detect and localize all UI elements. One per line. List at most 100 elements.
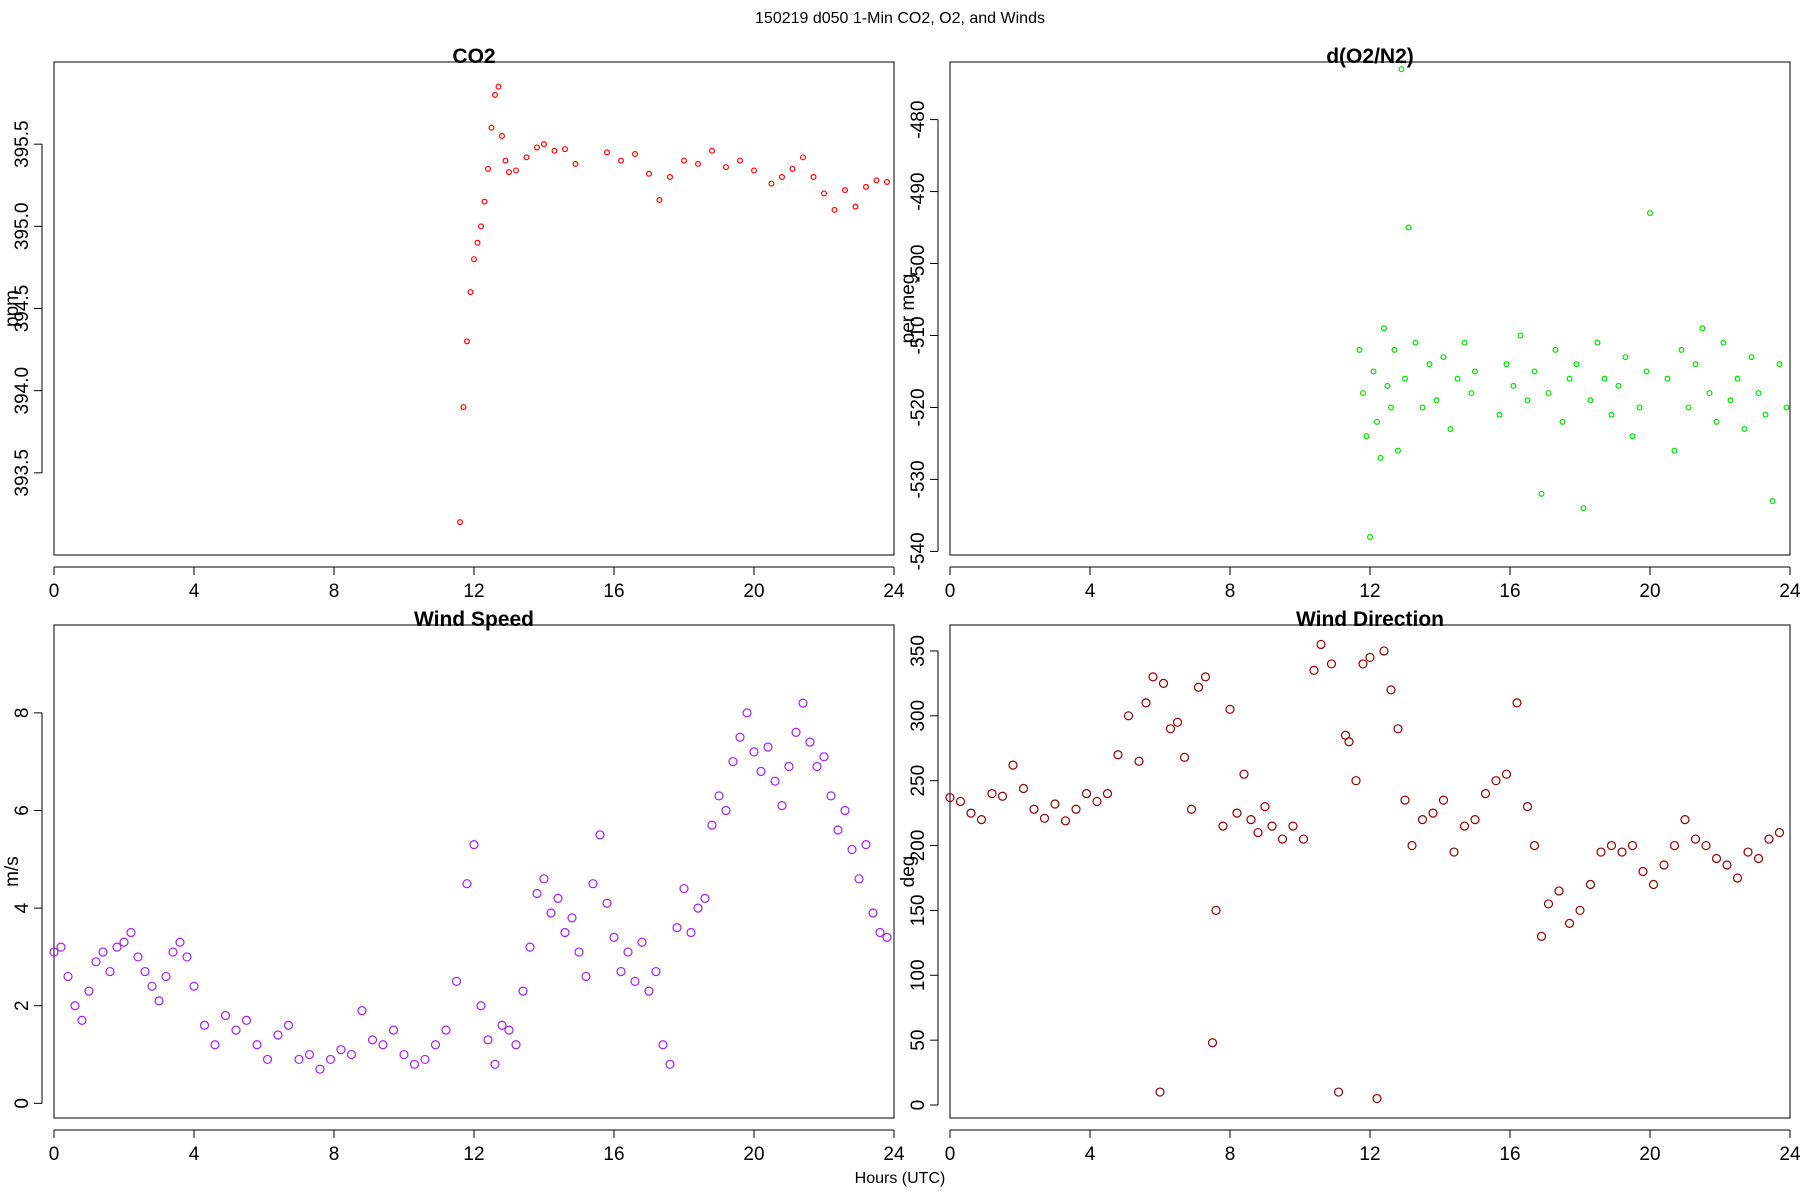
co2-point	[617, 157, 624, 164]
co2-point	[694, 160, 701, 167]
wind_speed-point	[833, 825, 843, 835]
wind_direction-point	[1148, 672, 1158, 682]
wind_speed-point	[490, 1059, 500, 1069]
co2-point	[656, 197, 663, 204]
wind_speed-point	[749, 747, 759, 757]
co2-point	[551, 147, 558, 154]
o2-point	[1454, 375, 1461, 382]
wind_direction-point	[1050, 799, 1060, 809]
wind_speed-point	[511, 1040, 521, 1050]
wind_speed-point	[609, 932, 619, 942]
wind_speed-point	[63, 971, 73, 982]
wind_direction-point	[1536, 931, 1547, 941]
wind_direction-point	[1470, 815, 1480, 825]
wind_speed-point	[539, 874, 549, 884]
o2-ytick-label: -510	[908, 316, 929, 354]
wind_speed-point	[147, 981, 157, 991]
o2-ytick-label: -530	[908, 460, 929, 498]
wind_direction-point	[1071, 804, 1081, 814]
wind_speed-point	[388, 1025, 399, 1035]
wind_direction-point	[1627, 840, 1638, 851]
wind_speed-point	[241, 1015, 252, 1025]
o2-point	[1762, 411, 1769, 418]
wind_direction-point	[1372, 1093, 1382, 1104]
wind_speed-xtick-label: 4	[189, 1144, 200, 1165]
o2-point	[1636, 404, 1643, 411]
wind_speed-point	[546, 908, 556, 918]
co2-xtick-label: 4	[189, 581, 200, 602]
o2-plot-frame	[949, 61, 1791, 556]
wind_direction-point	[1351, 776, 1361, 786]
wind_speed-point	[581, 971, 591, 982]
o2-point	[1366, 534, 1373, 541]
wind_speed-point	[658, 1040, 668, 1050]
wind_direction-point	[1267, 821, 1277, 831]
wind_speed-point	[133, 952, 143, 962]
o2-point	[1580, 505, 1587, 512]
wind_direction-point	[997, 791, 1008, 801]
co2-ylabel: ppm	[2, 290, 23, 327]
co2-xtick-label: 0	[49, 581, 60, 602]
co2-point	[810, 174, 817, 181]
wind_speed-point	[784, 761, 794, 772]
wind_speed-point	[283, 1020, 294, 1030]
co2-point	[799, 154, 806, 161]
wind_direction-point	[1225, 704, 1235, 714]
wind_speed-point	[651, 966, 661, 977]
wind_direction-point	[955, 796, 966, 807]
wind_direction-point	[1449, 847, 1459, 857]
o2-point	[1517, 332, 1524, 339]
wind_direction-point	[1459, 821, 1470, 831]
wind_speed-point	[273, 1030, 283, 1040]
co2-ytick-label: 394.0	[12, 367, 33, 415]
wind_speed-point	[875, 927, 885, 938]
co2-point	[492, 91, 499, 98]
o2-point	[1468, 390, 1475, 397]
wind_speed-point	[119, 937, 129, 947]
wind_speed-point	[168, 947, 178, 957]
co2-point	[464, 338, 471, 345]
o2-ytick-label: -500	[908, 245, 929, 283]
wind_direction-point	[1200, 672, 1211, 682]
co2-ytick-label: 394.5	[12, 285, 33, 333]
co2-point	[488, 124, 495, 131]
co2-point	[561, 146, 568, 153]
wind_speed-point	[210, 1040, 220, 1050]
wind_direction-point	[1039, 813, 1050, 823]
wind_direction-point	[1060, 816, 1071, 826]
wind_speed-ylabel: m/s	[2, 856, 23, 887]
wind_direction-xtick-label: 0	[945, 1144, 956, 1165]
wind_direction-point	[1326, 659, 1337, 669]
wind_speed-point	[616, 966, 626, 977]
o2-point	[1629, 433, 1636, 440]
wind_direction-point	[1638, 866, 1648, 877]
wind_speed-point	[357, 1006, 367, 1016]
wind_speed-point	[721, 805, 731, 816]
wind_speed-point	[560, 927, 570, 938]
wind_speed-point	[483, 1035, 493, 1045]
wind_direction-point	[1522, 802, 1533, 812]
wind_speed-point	[868, 908, 878, 918]
wind_direction-point	[1113, 750, 1123, 760]
wind_speed-point	[882, 932, 892, 942]
co2-point	[474, 239, 481, 246]
figure-title: 150219 d050 1-Min CO2, O2, and Winds	[755, 10, 1045, 27]
wind_direction-point	[1743, 847, 1753, 857]
wind_direction-point	[1193, 682, 1204, 692]
o2-point	[1776, 361, 1783, 368]
o2-point	[1699, 325, 1706, 332]
wind_direction-point	[1690, 834, 1701, 844]
wind_direction-point	[1648, 879, 1659, 890]
wind_direction-point	[1564, 918, 1575, 928]
wind_speed-ytick-label: 4	[12, 902, 33, 913]
o2-xtick-label: 0	[945, 581, 956, 602]
wind_direction-point	[1701, 840, 1711, 851]
wind_direction-ytick-label: 0	[908, 1100, 929, 1111]
wind_speed-point	[812, 761, 822, 772]
wind_speed-point	[451, 976, 462, 986]
o2-point	[1531, 368, 1538, 375]
wind_direction-point	[1393, 724, 1403, 734]
o2-point	[1524, 397, 1531, 404]
wind_speed-xtick-label: 20	[743, 1144, 764, 1165]
wind_direction-point	[1333, 1087, 1344, 1097]
